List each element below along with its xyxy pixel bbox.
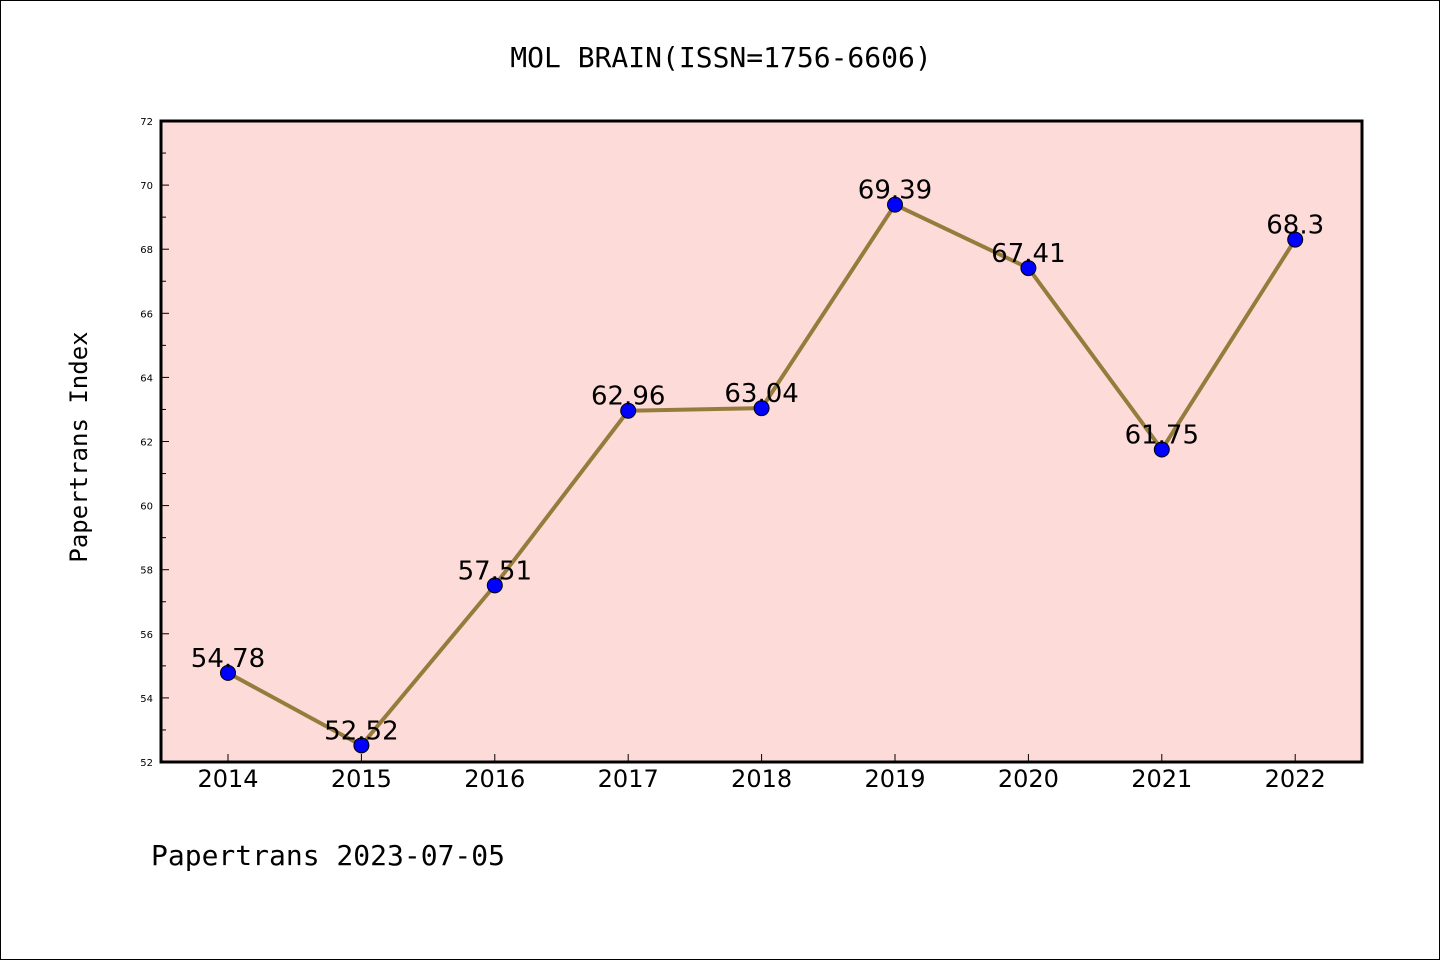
series-layer: 54.78 52.52 57.51 62.96 63.04 69.39 67.41 61.75… xyxy=(191,176,1324,754)
data-label: 68.3 xyxy=(1266,211,1324,241)
data-point xyxy=(620,402,637,419)
data-label: 54.78 xyxy=(191,644,265,674)
y-tick-label: 70 xyxy=(140,181,153,192)
data-point xyxy=(887,196,903,213)
x-tick-label: 2022 xyxy=(1265,765,1326,793)
y-tick-label: 64 xyxy=(140,373,153,384)
data-label: 57.51 xyxy=(458,556,532,586)
y-axis: 52 54 56 58 60 62 64 66 68 70 72 xyxy=(140,117,169,769)
plot-area xyxy=(159,119,1364,764)
data-label: 63.04 xyxy=(724,379,798,409)
chart-title: MOL BRAIN(ISSN=1756-6606) xyxy=(510,41,931,74)
footer-stamp: Papertrans 2023-07-05 xyxy=(151,839,505,872)
data-point xyxy=(753,400,770,417)
data-label: 62.96 xyxy=(591,382,665,412)
y-tick-label: 56 xyxy=(140,630,153,641)
data-label: 69.39 xyxy=(858,176,932,206)
y-tick-label: 62 xyxy=(140,438,153,449)
data-point xyxy=(486,577,503,594)
x-tick-label: 2017 xyxy=(598,765,659,793)
y-tick-label: 58 xyxy=(140,566,153,577)
data-label: 67.41 xyxy=(991,239,1065,269)
data-label: 61.75 xyxy=(1125,421,1199,451)
x-tick-label: 2021 xyxy=(1131,765,1192,793)
data-point xyxy=(220,664,236,681)
y-tick-label: 52 xyxy=(140,758,153,769)
y-tick-label: 72 xyxy=(140,117,153,128)
y-axis-label: Papertrans Index xyxy=(65,331,93,562)
y-tick-label: 54 xyxy=(140,694,153,705)
data-point xyxy=(1153,441,1170,458)
x-axis: 2014 2015 2016 2017 2018 2019 2020 2021 2022 xyxy=(197,754,1326,793)
x-tick-label: 2018 xyxy=(731,765,792,793)
data-point xyxy=(353,737,370,754)
y-tick-label: 68 xyxy=(140,245,153,256)
data-point xyxy=(1287,231,1304,248)
x-tick-label: 2014 xyxy=(197,765,258,793)
y-tick-label: 60 xyxy=(140,502,153,513)
x-tick-label: 2015 xyxy=(331,765,392,793)
data-point xyxy=(1020,260,1037,277)
y-tick-label: 66 xyxy=(140,309,153,320)
x-tick-label: 2019 xyxy=(864,765,925,793)
data-label: 52.52 xyxy=(324,716,398,746)
x-tick-label: 2020 xyxy=(998,765,1059,793)
x-tick-label: 2016 xyxy=(464,765,525,793)
